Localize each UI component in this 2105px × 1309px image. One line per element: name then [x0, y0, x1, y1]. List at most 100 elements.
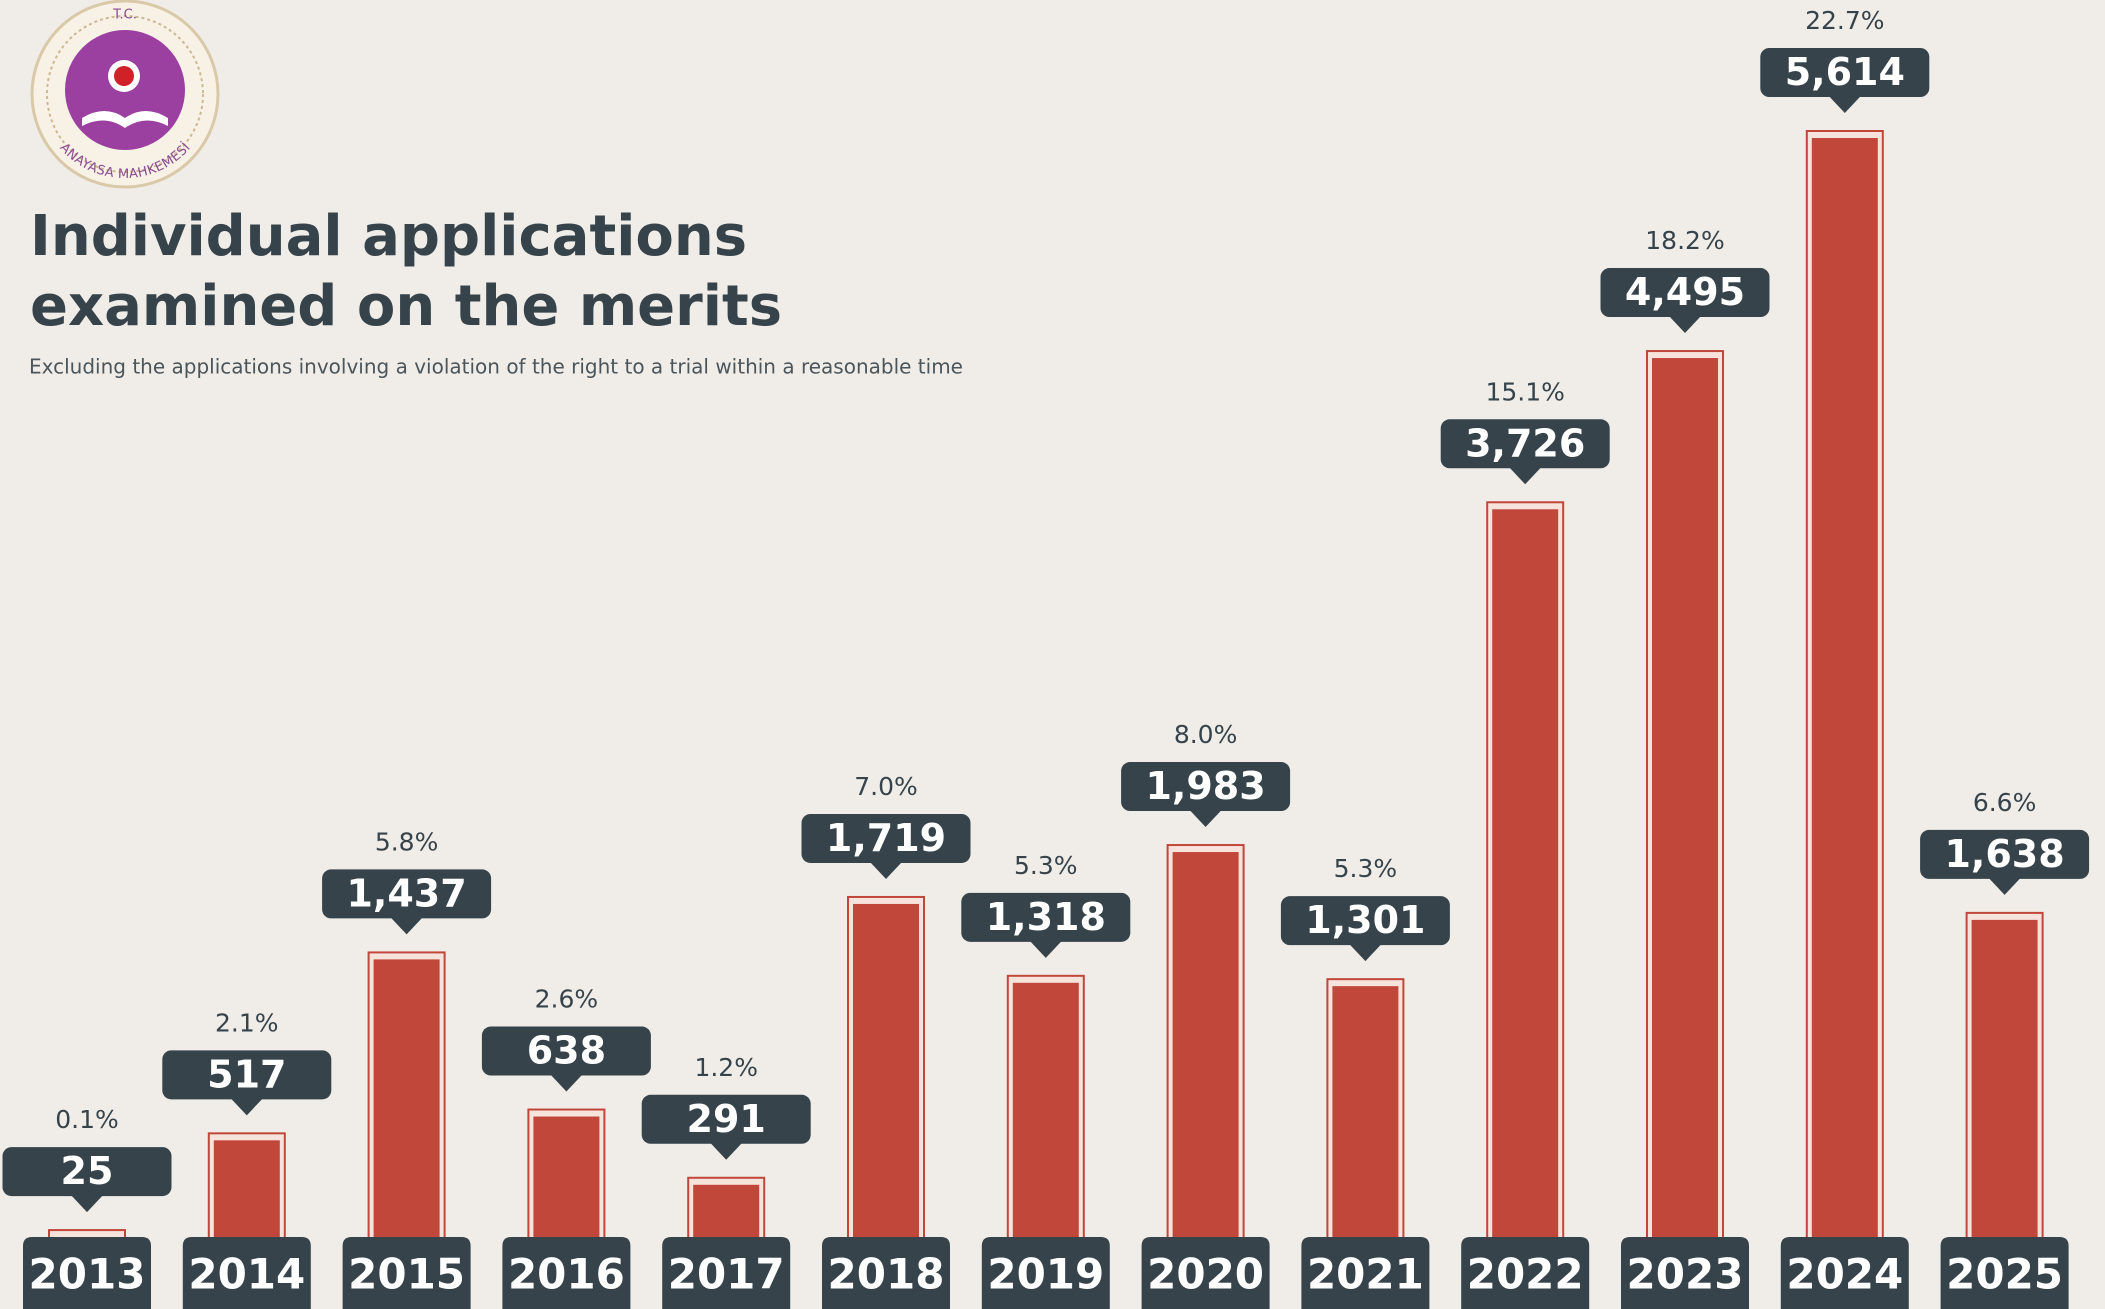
- bar: [1811, 138, 1878, 1238]
- value-label-box: [162, 1050, 332, 1100]
- value-label-pointer: [550, 1074, 583, 1092]
- value-label-pointer: [390, 917, 423, 935]
- value-label: 1,638: [1944, 832, 2064, 876]
- bar: [1172, 852, 1239, 1238]
- category-box: [182, 1237, 311, 1309]
- share-label: 0.1%: [55, 1105, 119, 1134]
- bar: [853, 903, 919, 1238]
- share-label: 2.1%: [215, 1008, 279, 1037]
- value-label: 1,719: [826, 816, 946, 860]
- value-label: 4,495: [1625, 270, 1745, 314]
- chart-title: Individual applications: [30, 204, 747, 269]
- share-label: 5.3%: [1014, 851, 1078, 880]
- value-label-pointer: [1029, 940, 1062, 958]
- value-label: 1,318: [986, 895, 1106, 939]
- value-label-pointer: [710, 1142, 743, 1160]
- value-label: 1,301: [1305, 898, 1425, 942]
- x-tick-label: 2014: [188, 1250, 305, 1299]
- value-label: 5,614: [1785, 50, 1905, 94]
- value-label-box: [1920, 829, 2090, 879]
- value-label: 25: [61, 1149, 114, 1193]
- share-label: 7.0%: [854, 772, 918, 801]
- x-tick-label: 2025: [1946, 1250, 2063, 1299]
- value-label-pointer: [1189, 810, 1222, 828]
- category-box: [23, 1237, 151, 1309]
- value-label-box: [1280, 896, 1450, 946]
- value-label: 291: [687, 1097, 766, 1141]
- category-box: [1301, 1237, 1430, 1309]
- bar: [1652, 358, 1718, 1238]
- value-label-box: [1440, 419, 1610, 469]
- bar: [1492, 509, 1559, 1238]
- logo-crescent: [114, 66, 134, 86]
- value-label-box: [801, 813, 971, 863]
- share-label: 15.1%: [1485, 377, 1564, 406]
- category-box: [1780, 1237, 1909, 1309]
- value-label-pointer: [230, 1098, 263, 1116]
- bar: [1012, 982, 1079, 1238]
- x-tick-label: 2024: [1786, 1250, 1903, 1299]
- share-label: 8.0%: [1174, 720, 1238, 749]
- value-label-pointer: [1828, 96, 1861, 113]
- value-label-box: [961, 892, 1131, 942]
- value-label-pointer: [1669, 316, 1701, 334]
- share-label: 2.6%: [535, 985, 599, 1014]
- bar-outline: [48, 1229, 126, 1240]
- x-tick-label: 2023: [1627, 1250, 1744, 1299]
- value-label-box: [1760, 48, 1930, 97]
- value-label-box: [322, 869, 492, 919]
- logo: T.C. ANAYASA MAHKEMESİ: [30, 0, 220, 189]
- logo-book: [82, 111, 168, 128]
- logo-top: T.C.: [112, 8, 137, 23]
- category-box: [981, 1237, 1110, 1309]
- chart-subtitle: Excluding the applications involving a v…: [29, 355, 963, 379]
- bar: [213, 1140, 280, 1238]
- value-label-pointer: [1988, 877, 2021, 895]
- chart-title: examined on the merits: [30, 274, 782, 339]
- value-label: 3,726: [1465, 421, 1585, 465]
- bar: [1971, 919, 2038, 1238]
- x-tick-label: 2016: [508, 1250, 625, 1299]
- category-box: [502, 1237, 631, 1309]
- category-box: [1141, 1237, 1270, 1309]
- value-label-box: [641, 1094, 811, 1144]
- value-label-box: [1121, 762, 1291, 812]
- category-box: [342, 1237, 471, 1309]
- value-label-box: [1600, 268, 1770, 318]
- bar: [533, 1116, 600, 1238]
- category-box: [822, 1237, 950, 1309]
- x-tick-label: 2015: [348, 1250, 465, 1299]
- share-label: 5.8%: [375, 827, 439, 856]
- share-label: 6.6%: [1973, 788, 2037, 817]
- x-tick-label: 2018: [828, 1250, 945, 1299]
- share-label: 5.3%: [1334, 854, 1398, 883]
- category-box: [662, 1237, 791, 1309]
- logo-wreath: [46, 15, 204, 173]
- value-label: 1,437: [346, 871, 466, 915]
- share-label: 22.7%: [1805, 6, 1884, 35]
- share-label: 1.2%: [694, 1053, 758, 1082]
- category-box: [1461, 1237, 1590, 1309]
- value-label-pointer: [1509, 467, 1542, 485]
- bar: [373, 959, 440, 1238]
- bar: [1332, 986, 1399, 1238]
- value-label: 517: [207, 1052, 286, 1096]
- value-label: 638: [527, 1029, 606, 1073]
- value-label-box: [481, 1026, 651, 1076]
- value-label-pointer: [1349, 944, 1382, 962]
- x-tick-label: 2020: [1147, 1250, 1264, 1299]
- share-label: 18.2%: [1645, 226, 1724, 255]
- bar: [693, 1184, 760, 1238]
- category-box: [1940, 1237, 2069, 1309]
- x-tick-label: 2022: [1467, 1250, 1584, 1299]
- value-label-pointer: [71, 1195, 103, 1213]
- value-label: 1,983: [1145, 764, 1265, 808]
- x-tick-label: 2021: [1307, 1250, 1424, 1299]
- x-tick-label: 2013: [29, 1250, 146, 1299]
- x-tick-label: 2017: [668, 1250, 785, 1299]
- value-label-pointer: [870, 861, 902, 879]
- category-box: [1621, 1237, 1749, 1309]
- x-tick-label: 2019: [987, 1250, 1104, 1299]
